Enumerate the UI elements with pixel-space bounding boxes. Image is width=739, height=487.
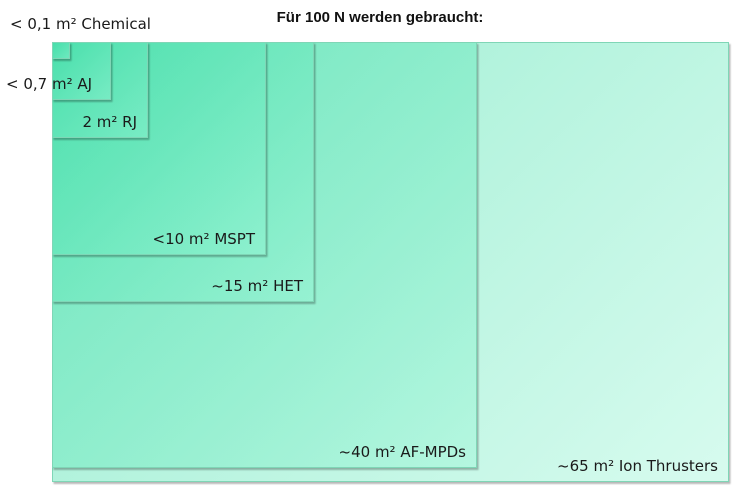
label-rj: 2 m² RJ	[82, 113, 137, 131]
label-af-mpds: ~40 m² AF-MPDs	[338, 443, 466, 461]
label-mspt: <10 m² MSPT	[152, 230, 256, 248]
label-ion-thrusters: ~65 m² Ion Thrusters	[557, 457, 718, 475]
diagram-title: Für 100 N werden gebraucht:	[276, 9, 484, 26]
box-chemical	[52, 42, 70, 59]
label-het: ~15 m² HET	[211, 277, 303, 295]
label-chemical: < 0,1 m² Chemical	[10, 15, 151, 33]
label-aj: < 0,7 m² AJ	[6, 75, 93, 93]
